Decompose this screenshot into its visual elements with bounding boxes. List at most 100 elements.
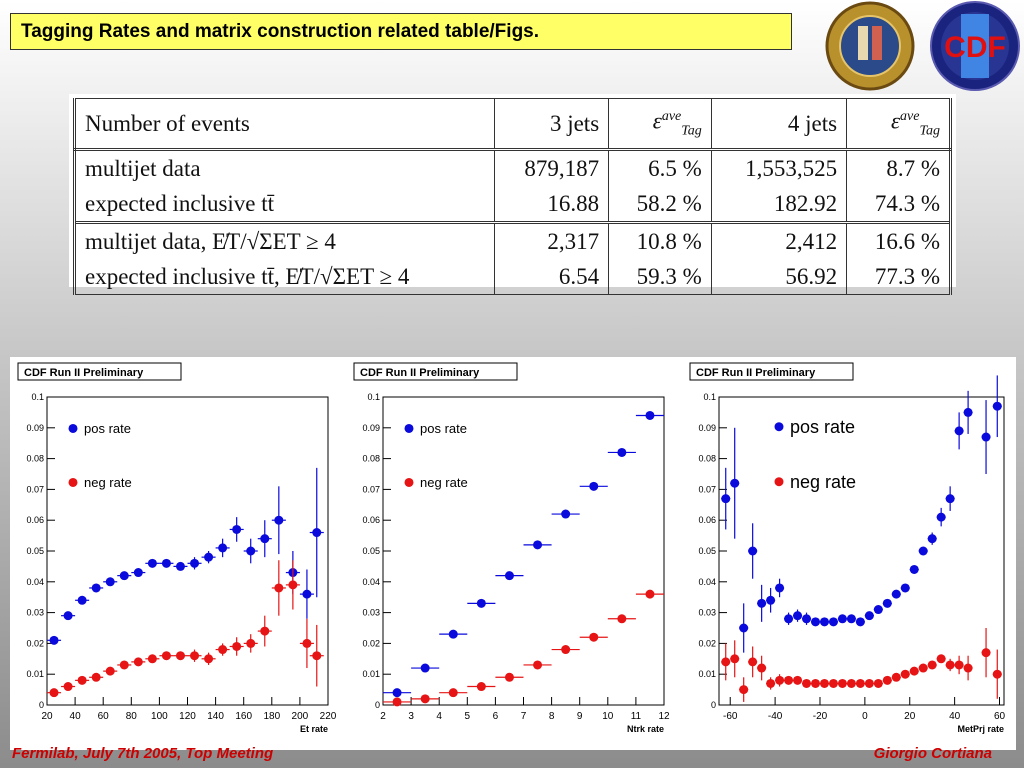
x-tick-label: 7: [521, 711, 527, 722]
data-point: [954, 660, 964, 670]
y-tick-label: 0.03: [26, 608, 44, 618]
data-point: [992, 401, 1002, 411]
data-point: [246, 546, 256, 556]
data-point: [147, 558, 157, 568]
x-axis-label: Ntrk rate: [627, 724, 664, 734]
chart-banner: CDF Run II Preliminary: [24, 367, 144, 379]
y-tick-label: 0.08: [362, 454, 380, 464]
table-row: multijet data, E̸T/√ΣET ≥ 4 2,317 10.8 %…: [73, 221, 952, 260]
data-point: [793, 611, 803, 621]
data-point: [721, 494, 731, 504]
data-point: [561, 645, 571, 655]
y-tick-label: 0.1: [703, 392, 716, 402]
table-cell: expected inclusive tt̄, E̸T/√ΣET ≥ 4: [73, 259, 495, 296]
data-point: [232, 641, 242, 651]
y-tick-label: 0.06: [362, 515, 380, 525]
eps-symbol: ε: [890, 108, 901, 134]
data-point: [312, 651, 322, 661]
data-point: [855, 617, 865, 627]
data-point: [909, 564, 919, 574]
col-header-eff-3jets: εaveTag: [608, 97, 712, 152]
table-cell: 879,187: [493, 149, 609, 187]
data-point: [420, 694, 430, 704]
data-point: [936, 512, 946, 522]
data-point: [846, 614, 856, 624]
legend-marker: [68, 477, 78, 487]
y-tick-label: 0.04: [698, 577, 716, 587]
data-point: [784, 614, 794, 624]
table-header-row: Number of events 3 jets εaveTag 4 jets ε…: [73, 97, 952, 152]
chart-banner: CDF Run II Preliminary: [360, 367, 480, 379]
data-point: [204, 552, 214, 562]
data-point: [246, 638, 256, 648]
x-tick-label: -60: [723, 711, 738, 722]
chart-banner-box: [689, 362, 854, 381]
data-point: [274, 515, 284, 525]
col-header-3jets: 3 jets: [493, 97, 609, 152]
data-point: [218, 645, 228, 655]
col-header-4jets: 4 jets: [710, 97, 847, 152]
x-tick-label: 20: [41, 711, 53, 722]
x-tick-label: 11: [631, 711, 642, 722]
data-point: [748, 546, 758, 556]
x-tick-label: 4: [436, 711, 442, 722]
x-tick-label: 180: [263, 711, 280, 722]
metprj-rate-chart: CDF Run II Preliminary 0 0.01 0.02 0.03 0.04 0…: [689, 362, 1006, 734]
data-point: [846, 678, 856, 688]
table-cell: 2,317: [493, 221, 609, 260]
university-seal-icon: [825, 1, 915, 91]
events-table-panel: Number of events 3 jets εaveTag 4 jets ε…: [69, 94, 956, 296]
y-tick-label: 0.05: [362, 546, 380, 556]
data-point: [918, 546, 928, 556]
x-axis-label: MetPrj rate: [957, 724, 1004, 734]
x-tick-label: 100: [151, 711, 168, 722]
y-tick-label: 0.01: [698, 669, 716, 679]
y-tick-label: 0.07: [362, 484, 380, 494]
table-cell: 56.92: [710, 259, 847, 296]
table-cell: 6.5 %: [608, 149, 712, 187]
legend-label: neg rate: [84, 475, 132, 490]
data-point: [739, 685, 749, 695]
table-cell: multijet data, E̸T/√ΣET ≥ 4: [73, 221, 495, 260]
data-point: [589, 632, 599, 642]
data-point: [91, 672, 101, 682]
x-tick-label: 160: [235, 711, 252, 722]
y-tick-label: 0.07: [698, 484, 716, 494]
data-point: [49, 688, 59, 698]
plots-panel: CDF Run II Preliminary 0 0.01 0.02 0.03 0.04 0…: [10, 357, 1016, 750]
legend-marker: [774, 422, 784, 432]
data-point: [204, 654, 214, 664]
data-point: [945, 660, 955, 670]
data-point: [476, 682, 486, 692]
x-tick-label: 0: [862, 711, 868, 722]
x-tick-label: -40: [768, 711, 783, 722]
data-point: [561, 509, 571, 519]
table-cell: 77.3 %: [846, 259, 952, 296]
y-tick-label: 0.05: [26, 546, 44, 556]
y-tick-label: 0.06: [698, 515, 716, 525]
data-point: [91, 583, 101, 593]
data-point: [730, 478, 740, 488]
data-point: [448, 629, 458, 639]
col-header-eff-4jets: εaveTag: [846, 97, 952, 152]
data-point: [757, 663, 767, 673]
y-tick-label: 0.1: [31, 392, 44, 402]
x-tick-label: 9: [577, 711, 583, 722]
data-point: [232, 524, 242, 534]
events-table: Number of events 3 jets εaveTag 4 jets ε…: [73, 97, 952, 296]
y-tick-label: 0.05: [698, 546, 716, 556]
data-point: [504, 672, 514, 682]
y-tick-label: 0.01: [362, 669, 380, 679]
legend-label: pos rate: [420, 421, 467, 436]
data-point: [766, 678, 776, 688]
table-row: expected inclusive tt̄, E̸T/√ΣET ≥ 4 6.5…: [73, 259, 952, 296]
data-point: [936, 654, 946, 664]
y-tick-label: 0: [39, 700, 44, 710]
data-point: [784, 675, 794, 685]
x-tick-label: 60: [98, 711, 110, 722]
y-tick-label: 0.01: [26, 669, 44, 679]
data-point: [645, 589, 655, 599]
data-point: [810, 617, 820, 627]
y-tick-label: 0.09: [362, 423, 380, 433]
data-point: [882, 675, 892, 685]
